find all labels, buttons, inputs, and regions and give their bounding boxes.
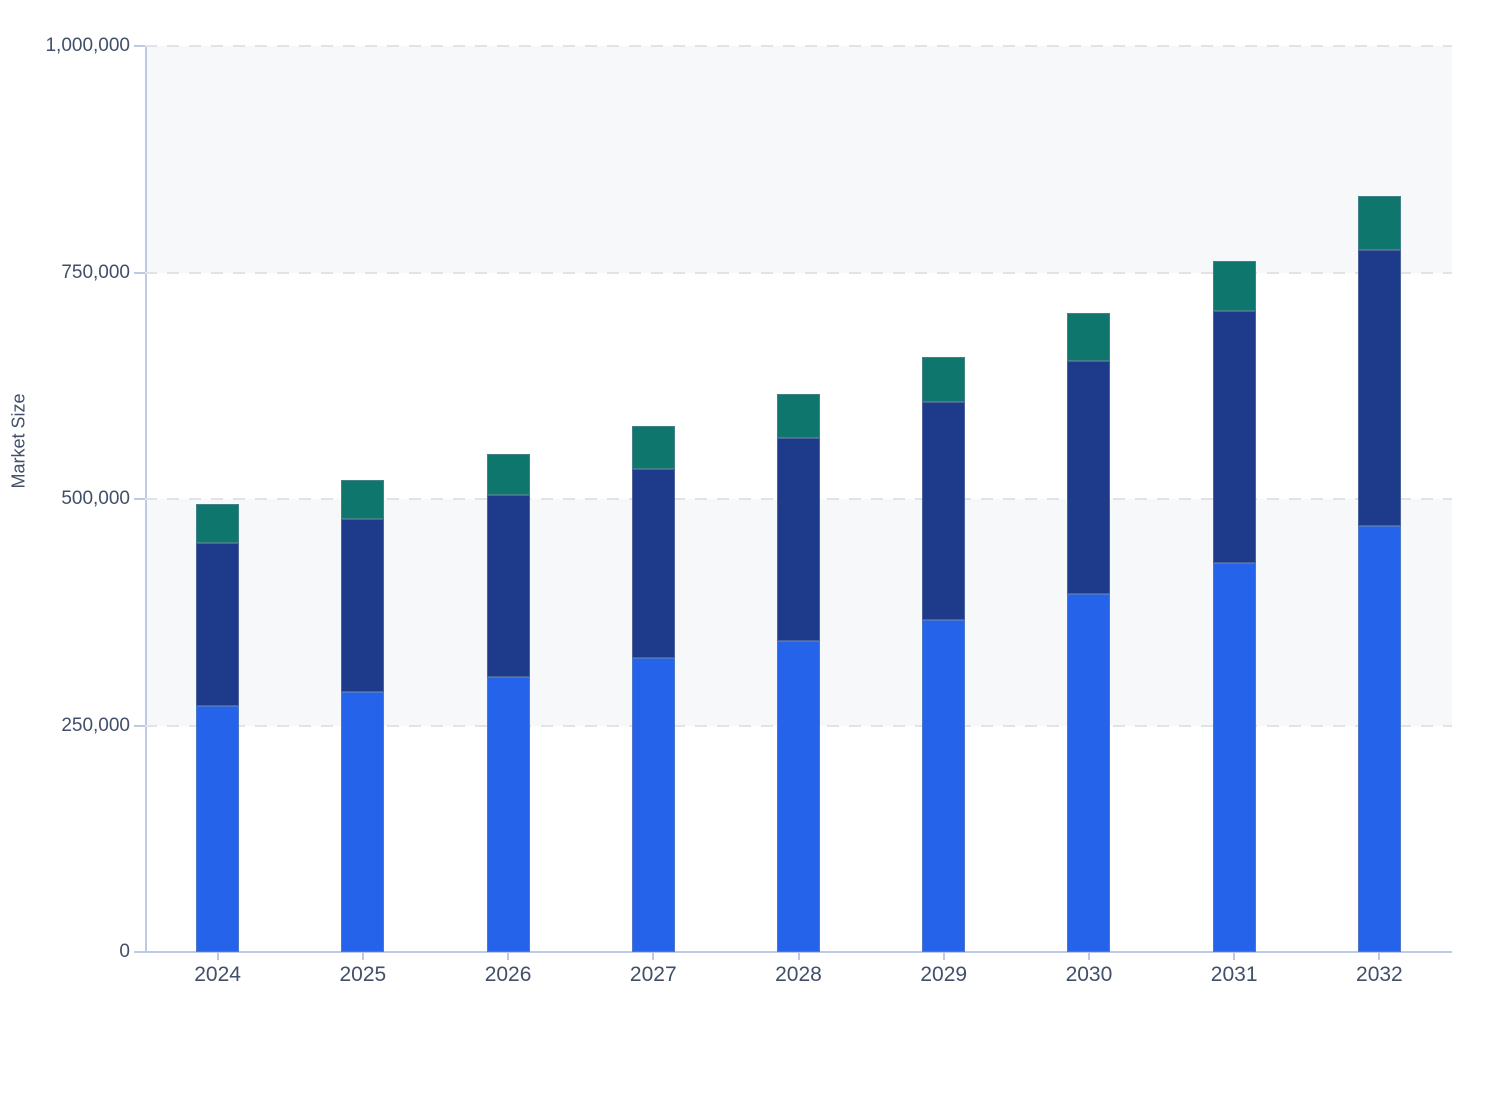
y-tick-label: 1,000,000 [45, 35, 130, 56]
bar-2032 [1357, 46, 1401, 952]
x-tick-label: 2028 [775, 963, 822, 986]
bar-segment-2029-top-teal [922, 356, 966, 403]
bar-segment-2030-top-teal [1067, 313, 1111, 362]
bar-segment-2026-middle-navy [486, 494, 530, 678]
bar-segment-2032-bottom-blue [1357, 526, 1401, 952]
x-tick [216, 952, 219, 960]
bar-2030 [1067, 46, 1111, 952]
x-tick-label: 2029 [920, 963, 968, 986]
bar-2026 [486, 46, 530, 952]
y-tick-label: 500,000 [61, 488, 130, 509]
y-tick [134, 951, 145, 953]
bar-segment-2027-top-teal [631, 426, 675, 470]
x-tick-label: 2032 [1356, 963, 1403, 986]
bar-segment-2026-top-teal [486, 454, 530, 495]
x-tick [797, 952, 800, 960]
x-tick-label: 2031 [1210, 963, 1258, 986]
bar-segment-2028-middle-navy [777, 437, 820, 641]
bar-segment-2027-middle-navy [631, 469, 675, 659]
x-tick-label: 2025 [339, 963, 387, 986]
bar-segment-2028-top-teal [777, 393, 820, 438]
gridline-750000 [145, 271, 1452, 274]
x-tick [1233, 952, 1236, 960]
bar-segment-2029-middle-navy [922, 402, 966, 620]
y-tick-label: 750,000 [61, 261, 130, 283]
y-tick-label: 250,000 [61, 714, 130, 736]
x-tick-label: 2026 [484, 963, 532, 986]
plot-band [145, 46, 1452, 273]
bar-segment-2024-top-teal [196, 504, 240, 543]
y-axis-title: Market Size [8, 393, 29, 489]
bar-segment-2029-bottom-blue [922, 619, 966, 952]
x-tick [1087, 952, 1090, 960]
x-tick-label: 2024 [194, 963, 241, 986]
bar-segment-2028-bottom-blue [777, 640, 820, 952]
y-tick [134, 271, 145, 274]
bar-2028 [777, 46, 820, 952]
x-tick [652, 952, 655, 960]
x-tick [942, 952, 945, 960]
y-tick [134, 498, 145, 500]
bar-segment-2026-bottom-blue [486, 677, 530, 952]
bar-segment-2032-top-teal [1357, 196, 1401, 251]
bar-segment-2025-middle-navy [341, 518, 385, 692]
bar-segment-2031-middle-navy [1212, 311, 1256, 563]
bar-segment-2027-bottom-blue [631, 658, 675, 952]
x-tick [507, 952, 510, 960]
bar-2027 [631, 46, 675, 952]
bar-segment-2024-middle-navy [196, 542, 240, 707]
bar-2029 [922, 46, 966, 952]
bar-segment-2025-bottom-blue [341, 691, 385, 952]
x-tick [1378, 952, 1381, 960]
bar-segment-2030-bottom-blue [1067, 594, 1111, 952]
x-tick [361, 952, 364, 960]
bar-segment-2025-top-teal [341, 479, 385, 519]
bar-2024 [196, 46, 240, 952]
y-tick-label: 0 [119, 941, 130, 962]
bar-segment-2024-bottom-blue [196, 706, 240, 952]
bar-segment-2031-bottom-blue [1212, 562, 1256, 952]
bar-segment-2032-middle-navy [1357, 250, 1401, 527]
bar-2031 [1212, 46, 1256, 952]
plot-area [145, 45, 1452, 953]
bar-segment-2031-top-teal [1212, 261, 1256, 312]
y-tick [134, 45, 145, 47]
bar-segment-2030-middle-navy [1067, 361, 1111, 595]
y-tick [134, 724, 145, 727]
x-tick-label: 2027 [629, 963, 677, 986]
x-tick-label: 2030 [1065, 963, 1113, 986]
bar-2025 [341, 46, 385, 952]
gridline-1000000 [145, 45, 1452, 47]
